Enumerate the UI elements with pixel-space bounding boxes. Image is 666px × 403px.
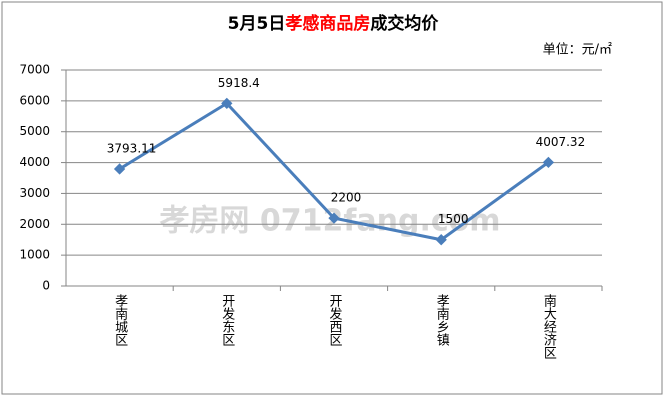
chart-title: 5月5日孝感商品房成交均价 (228, 13, 440, 34)
y-tick-label: 4000 (19, 155, 50, 169)
data-label: 5918.4 (218, 76, 260, 90)
x-tick-label: 孝南乡镇 (434, 294, 450, 346)
data-label: 4007.32 (536, 135, 586, 149)
unit-label: 单位：元/㎡ (543, 43, 612, 58)
marker (328, 212, 340, 224)
data-label: 2200 (331, 191, 362, 205)
x-tick-label: 开发东区 (219, 294, 235, 346)
x-tick-label: 开发西区 (327, 294, 343, 346)
title-part: 成交均价 (370, 13, 439, 34)
y-tick-label: 7000 (19, 63, 50, 77)
y-tick-label: 1000 (19, 248, 50, 262)
y-tick-label: 0 (42, 279, 50, 293)
title-part: 孝感商品房 (285, 13, 370, 34)
data-label: 3793.11 (107, 141, 157, 155)
watermark: 孝房网 0712fang.com (159, 204, 500, 239)
marker (435, 234, 447, 246)
y-tick-label: 5000 (19, 124, 50, 138)
y-tick-label: 3000 (19, 186, 50, 200)
data-label: 1500 (438, 212, 469, 226)
y-tick-label: 2000 (19, 217, 50, 231)
title-part: 5月5日 (228, 14, 286, 34)
x-tick-label: 南大经济区 (541, 293, 557, 359)
chart-border (1, 1, 663, 395)
x-tick-label: 孝南城区 (112, 294, 128, 346)
y-tick-label: 6000 (19, 93, 50, 107)
marker (542, 156, 555, 169)
